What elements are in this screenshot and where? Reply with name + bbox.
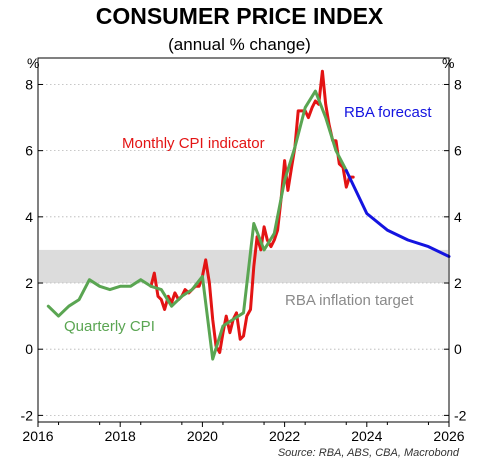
x-tick-label: 2024 [351, 428, 382, 444]
y-tick-label-right: 6 [454, 143, 462, 159]
left-unit-label: % [27, 55, 39, 71]
y-tick-label-right: 8 [454, 76, 462, 92]
y-tick-label-right: 0 [454, 341, 462, 357]
x-tick-label: 2022 [269, 428, 300, 444]
rba-forecast-line [344, 169, 451, 258]
x-tick-label: 2020 [187, 428, 218, 444]
chart-title: CONSUMER PRICE INDEX [96, 3, 384, 29]
y-tick-label-right: 2 [454, 275, 462, 291]
y-tick-label-left: 2 [25, 275, 33, 291]
x-tick-label: 2016 [22, 428, 53, 444]
grid-layer [38, 84, 449, 416]
axis-layer: -2 -2 0 0 2 2 4 4 6 6 8 8 2016 2018 2020 2022 2024 2026 [21, 76, 467, 444]
y-tick-label-left: 4 [25, 209, 33, 225]
target-band-layer [39, 249, 448, 284]
y-tick-label-left: 8 [25, 76, 33, 92]
y-tick-label-left: 0 [25, 341, 33, 357]
x-tick-label: 2018 [105, 428, 136, 444]
y-tick-label-right: -2 [454, 407, 467, 423]
quarterly-cpi-label: Quarterly CPI [64, 318, 155, 335]
right-unit-label: % [442, 55, 454, 71]
y-tick-label-left: 6 [25, 143, 33, 159]
source-note: Source: RBA, ABS, CBA, Macrobond [278, 447, 460, 459]
quarterly-cpi-line [46, 89, 348, 361]
y-tick-label-left: -2 [21, 407, 34, 423]
rba-forecast-label: RBA forecast [344, 104, 432, 121]
plot-frame [37, 57, 450, 423]
monthly-cpi-label: Monthly CPI indicator [122, 135, 265, 152]
target-band-label: RBA inflation target [285, 292, 414, 309]
series-layer [46, 69, 451, 361]
y-tick-label-right: 4 [454, 209, 462, 225]
x-tick-label: 2026 [433, 428, 464, 444]
target-band [39, 249, 448, 284]
chart-subtitle: (annual % change) [168, 35, 311, 54]
